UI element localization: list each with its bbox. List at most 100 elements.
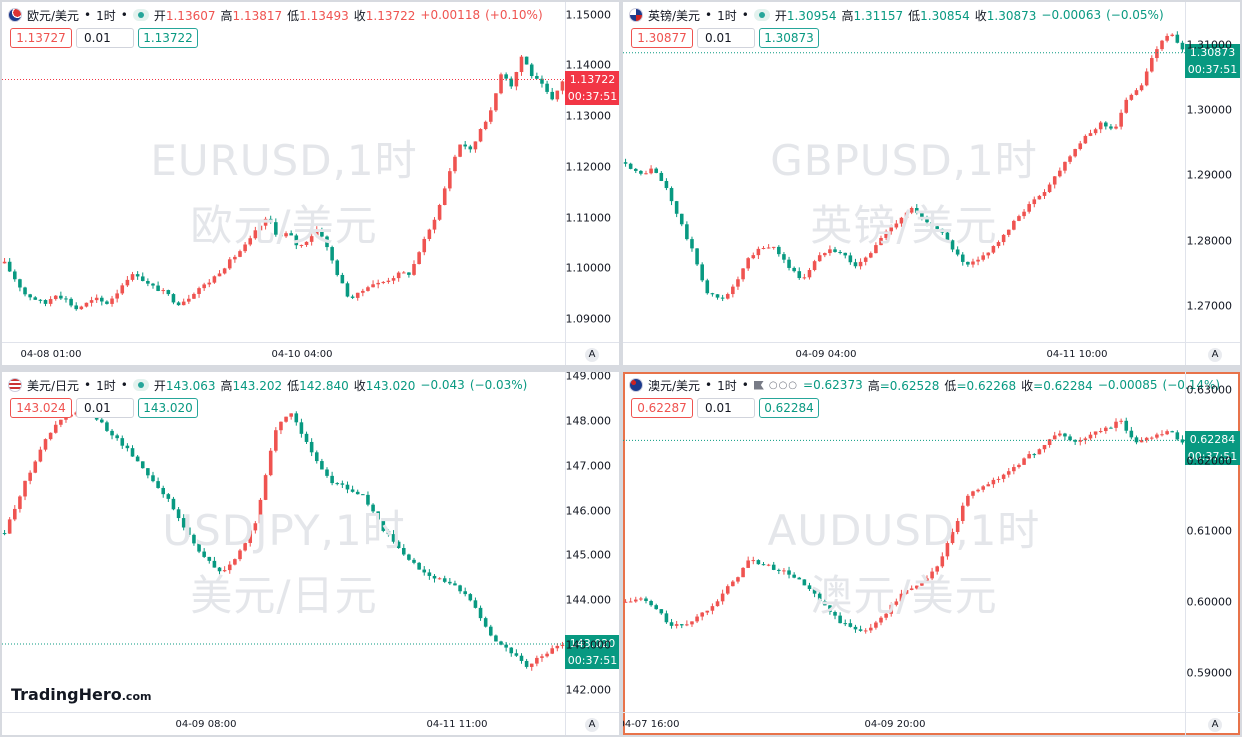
candle-body: [376, 511, 380, 520]
candle-body: [858, 629, 863, 631]
auto-scale-button[interactable]: A: [585, 348, 599, 362]
candle-body: [633, 168, 638, 171]
candle-body: [817, 255, 822, 262]
interval-label[interactable]: 1时: [96, 378, 116, 393]
price-axis-label: 149.000: [565, 372, 612, 383]
candle-body: [38, 449, 43, 462]
candle-body: [1119, 112, 1123, 127]
candle-body: [920, 212, 924, 218]
chart-panel-audusd[interactable]: AUDUSD,1时 澳元/美元 04-07 16:00 04-09 20:00 …: [623, 372, 1240, 735]
price-axis-label: 142.000: [565, 683, 612, 697]
chart-panel-eurusd[interactable]: EURUSD,1时 欧元/美元 04-08 01:00 04-10 04:00 …: [2, 2, 619, 365]
flag-marker-icon[interactable]: [753, 380, 764, 390]
symbol-name[interactable]: 美元/日元: [27, 378, 80, 393]
candle-body: [125, 445, 130, 449]
candles-plot[interactable]: [623, 2, 1185, 342]
open-label: 开: [774, 8, 787, 23]
candle-body: [371, 284, 375, 288]
quantity-input[interactable]: 0.01: [76, 28, 134, 48]
candles-plot[interactable]: [2, 2, 565, 342]
last-price: 1.30873: [1189, 45, 1236, 59]
watermark-symbol: AUDUSD,1时: [767, 506, 1041, 555]
candlestick-series[interactable]: [2, 372, 565, 712]
symbol-name[interactable]: 澳元/美元: [648, 378, 701, 393]
candle-body: [1027, 204, 1031, 212]
symbol-legend[interactable]: 美元/日元 • 1时 • 开143.063 高143.202 低142.840 …: [8, 376, 527, 394]
chart-panel-usdjpy[interactable]: USDJPY,1时 美元/日元 04-09 08:00 04-11 11:00 …: [2, 372, 619, 735]
candle-body: [355, 491, 360, 495]
time-axis-label: 04-09 04:00: [795, 349, 857, 360]
symbol-legend[interactable]: 欧元/美元 • 1时 • 开1.13607 高1.13817 低1.13493 …: [8, 6, 543, 24]
price-axis-label: 1.09000: [565, 312, 612, 326]
candle-body: [509, 647, 514, 654]
candle-body: [1078, 440, 1083, 442]
eye-icon[interactable]: [132, 9, 149, 21]
interval-label[interactable]: 1时: [96, 8, 116, 23]
candle-body: [560, 644, 565, 646]
candle-body: [1134, 90, 1139, 95]
buy-button[interactable]: 1.13722: [138, 28, 198, 48]
eye-icon[interactable]: [132, 379, 149, 391]
candle-body: [1022, 211, 1026, 217]
quantity-input[interactable]: 0.01: [697, 398, 755, 418]
candles-plot[interactable]: [2, 372, 565, 712]
candle-body: [504, 644, 508, 648]
sell-button[interactable]: 143.024: [10, 398, 72, 418]
eye-icon[interactable]: [753, 9, 770, 21]
candlestick-series[interactable]: [623, 2, 1185, 342]
quantity-input[interactable]: 0.01: [697, 28, 755, 48]
last-price-tag: 1.13722 00:37:51: [565, 70, 619, 105]
quantity-input[interactable]: 0.01: [76, 398, 134, 418]
sell-button[interactable]: 1.13727: [10, 28, 72, 48]
candle-body: [340, 483, 345, 485]
candle-body: [889, 227, 894, 232]
candle-body: [166, 290, 171, 295]
symbol-name[interactable]: 英镑/美元: [648, 8, 701, 23]
price-axis-label: 1.13000: [565, 109, 612, 123]
candle-body: [690, 239, 694, 249]
candles-plot[interactable]: [623, 372, 1185, 712]
candle-body: [299, 422, 304, 434]
symbol-name[interactable]: 欧元/美元: [27, 8, 80, 23]
low-label: 低: [287, 378, 300, 393]
candle-body: [64, 298, 68, 300]
candle-body: [284, 416, 288, 422]
symbol-legend[interactable]: 英镑/美元 • 1时 • 开1.30954 高1.31157 低1.30854 …: [629, 6, 1164, 24]
buy-button[interactable]: 143.020: [138, 398, 198, 418]
price-axis-label: 1.30000: [1186, 103, 1233, 117]
candle-body: [59, 295, 63, 299]
candle-body: [874, 245, 878, 254]
candle-body: [212, 276, 217, 283]
candle-body: [279, 421, 283, 431]
sell-button[interactable]: 1.30877: [631, 28, 693, 48]
bar-countdown: 00:37:51: [567, 654, 618, 667]
buy-button[interactable]: 1.30873: [759, 28, 819, 48]
candle-body: [140, 461, 145, 469]
sell-button[interactable]: 0.62287: [631, 398, 693, 418]
auto-scale-button[interactable]: A: [1208, 348, 1222, 362]
last-price-tag: 1.30873 00:37:51: [1185, 43, 1240, 78]
candle-body: [960, 505, 965, 522]
candle-body: [28, 472, 32, 481]
auto-scale-button[interactable]: A: [1208, 718, 1222, 732]
symbol-legend[interactable]: 澳元/美元 • 1时 • ○○○ =0.62373 高=0.62528 低=0.…: [629, 376, 1220, 394]
interval-label[interactable]: 1时: [717, 8, 737, 23]
open-label: 开: [153, 8, 166, 23]
more-dots-icon[interactable]: ○○○: [768, 379, 799, 391]
chart-panel-gbpusd[interactable]: GBPUSD,1时 英镑/美元 04-09 04:00 04-11 10:00 …: [623, 2, 1240, 365]
candle-body: [156, 481, 160, 488]
candle-body: [1124, 99, 1129, 113]
auto-scale-button[interactable]: A: [585, 718, 599, 732]
candle-body: [705, 610, 710, 613]
interval-label[interactable]: 1时: [717, 378, 737, 393]
candle-body: [217, 273, 222, 277]
buy-button[interactable]: 0.62284: [759, 398, 819, 418]
candle-body: [483, 121, 488, 130]
candlestick-series[interactable]: [623, 372, 1185, 712]
candle-body: [1150, 58, 1154, 72]
candle-body: [976, 259, 980, 262]
price-axis-label: 1.11000: [565, 211, 612, 225]
candle-body: [966, 495, 970, 506]
candlestick-series[interactable]: [2, 2, 565, 342]
candle-body: [649, 601, 653, 606]
